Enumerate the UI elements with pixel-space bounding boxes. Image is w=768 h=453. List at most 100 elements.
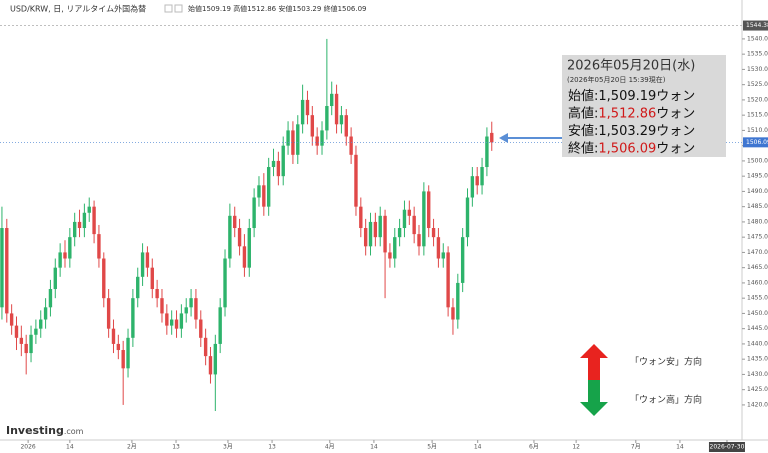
annotation-date: 2026年05月20日(水) — [567, 59, 695, 74]
candle-body — [354, 154, 358, 207]
row-label: 始値: — [568, 88, 598, 104]
chart-title: USD/KRW, 日, リアルタイム外国為替 — [10, 4, 146, 14]
y-tick-label: 1515.00 — [747, 112, 768, 119]
candle-body — [427, 191, 431, 229]
candle-body — [252, 197, 256, 229]
y-tick-label: 1535.00 — [747, 51, 768, 58]
candle-body — [271, 160, 276, 168]
candle-body — [179, 313, 184, 329]
icon — [164, 4, 173, 13]
candle-body — [431, 228, 436, 238]
x-tick-label: 13 — [172, 444, 180, 451]
x-tick-label: 14 — [474, 444, 482, 451]
candle-body — [373, 221, 378, 238]
top-line-label: 1544.38 — [746, 22, 768, 29]
candle-body — [174, 319, 179, 329]
plot-area — [0, 25, 742, 412]
candle-body — [291, 130, 295, 155]
candle-body — [14, 325, 19, 338]
x-tick-label: 12 — [572, 444, 580, 451]
x-tick-label: 14 — [66, 444, 74, 451]
candle-body — [228, 215, 232, 259]
candle-body — [485, 136, 489, 168]
candle-body — [77, 221, 82, 229]
candle-body — [43, 307, 48, 320]
row-label: 高値: — [568, 105, 598, 121]
candle-body — [247, 228, 251, 268]
ohlc-label: 始値 — [188, 4, 202, 13]
candle-body — [208, 356, 213, 375]
candle-body — [490, 132, 494, 143]
candle-body — [286, 130, 290, 146]
logo-main: Investing — [6, 424, 64, 437]
candle-body — [82, 212, 87, 229]
annotation-as-of: (2026年05月20日 15:39現在) — [567, 75, 666, 84]
candle-body — [68, 237, 72, 259]
candle-body — [422, 191, 426, 247]
x-tick-label: 14 — [370, 444, 378, 451]
candle-body — [456, 282, 460, 320]
candle-body — [349, 136, 353, 155]
candle-body — [58, 252, 62, 268]
candle-body — [242, 246, 247, 268]
candle-body — [470, 176, 475, 198]
y-tick-label: 1495.00 — [747, 173, 768, 180]
candle-body — [169, 319, 174, 326]
x-tick-label: 2026-07-30 — [710, 444, 745, 451]
candle-body — [281, 145, 285, 177]
candle-body — [412, 215, 416, 235]
x-tick-label: 5月 — [427, 444, 437, 451]
candle-body — [53, 267, 57, 290]
candle-body — [237, 228, 242, 247]
candle-body — [29, 334, 33, 354]
candle-body — [203, 337, 208, 357]
candle-body — [266, 167, 271, 207]
candle-body — [34, 328, 38, 335]
candle-body — [199, 319, 203, 338]
icon — [174, 4, 183, 13]
candle-body — [451, 307, 455, 320]
candle-body — [136, 276, 140, 299]
candle-body — [368, 221, 373, 247]
candle-body — [460, 237, 465, 283]
candle-body — [257, 185, 261, 198]
candle-body — [184, 307, 188, 314]
candle-body — [126, 337, 130, 369]
candle-body — [388, 252, 392, 259]
candle-body — [194, 298, 198, 320]
candle-body — [48, 289, 53, 308]
y-tick-label: 1460.00 — [747, 279, 768, 286]
candle-body — [111, 328, 116, 344]
row-label: 終値: — [568, 140, 598, 156]
x-tick-label: 7月 — [631, 444, 641, 451]
y-tick-label: 1445.00 — [747, 325, 768, 332]
y-tick-label: 1440.00 — [747, 340, 768, 347]
candle-body — [140, 252, 145, 277]
last-price-tag — [743, 137, 768, 148]
y-tick-label: 1435.00 — [747, 356, 768, 363]
y-tick-label: 1520.00 — [747, 96, 768, 103]
ohlc-value: 1506.09 — [338, 5, 367, 13]
y-tick-label: 1465.00 — [747, 264, 768, 271]
candle-body — [160, 298, 164, 314]
annotation-background — [562, 55, 726, 157]
ohlc-value: 1503.29 — [292, 5, 321, 13]
row-value: 1,509.19 — [598, 89, 656, 104]
candle-body — [296, 124, 300, 155]
y-tick-label: 1490.00 — [747, 188, 768, 195]
pointer-arrow-head — [499, 133, 508, 143]
logo-suffix: .com — [64, 427, 84, 436]
candle-body — [334, 93, 339, 125]
candle-body — [24, 343, 28, 354]
x-tick-label: 14 — [676, 444, 684, 451]
candle-body — [436, 237, 441, 259]
candle-body — [116, 343, 121, 351]
candle-body — [276, 160, 281, 177]
candle-body — [310, 115, 315, 137]
candle-body — [393, 237, 397, 259]
y-tick-label: 1525.00 — [747, 81, 768, 88]
ohlc-label: 終値 — [324, 4, 338, 13]
candle-body — [5, 228, 9, 314]
x-tick-label: 2026 — [20, 444, 35, 451]
